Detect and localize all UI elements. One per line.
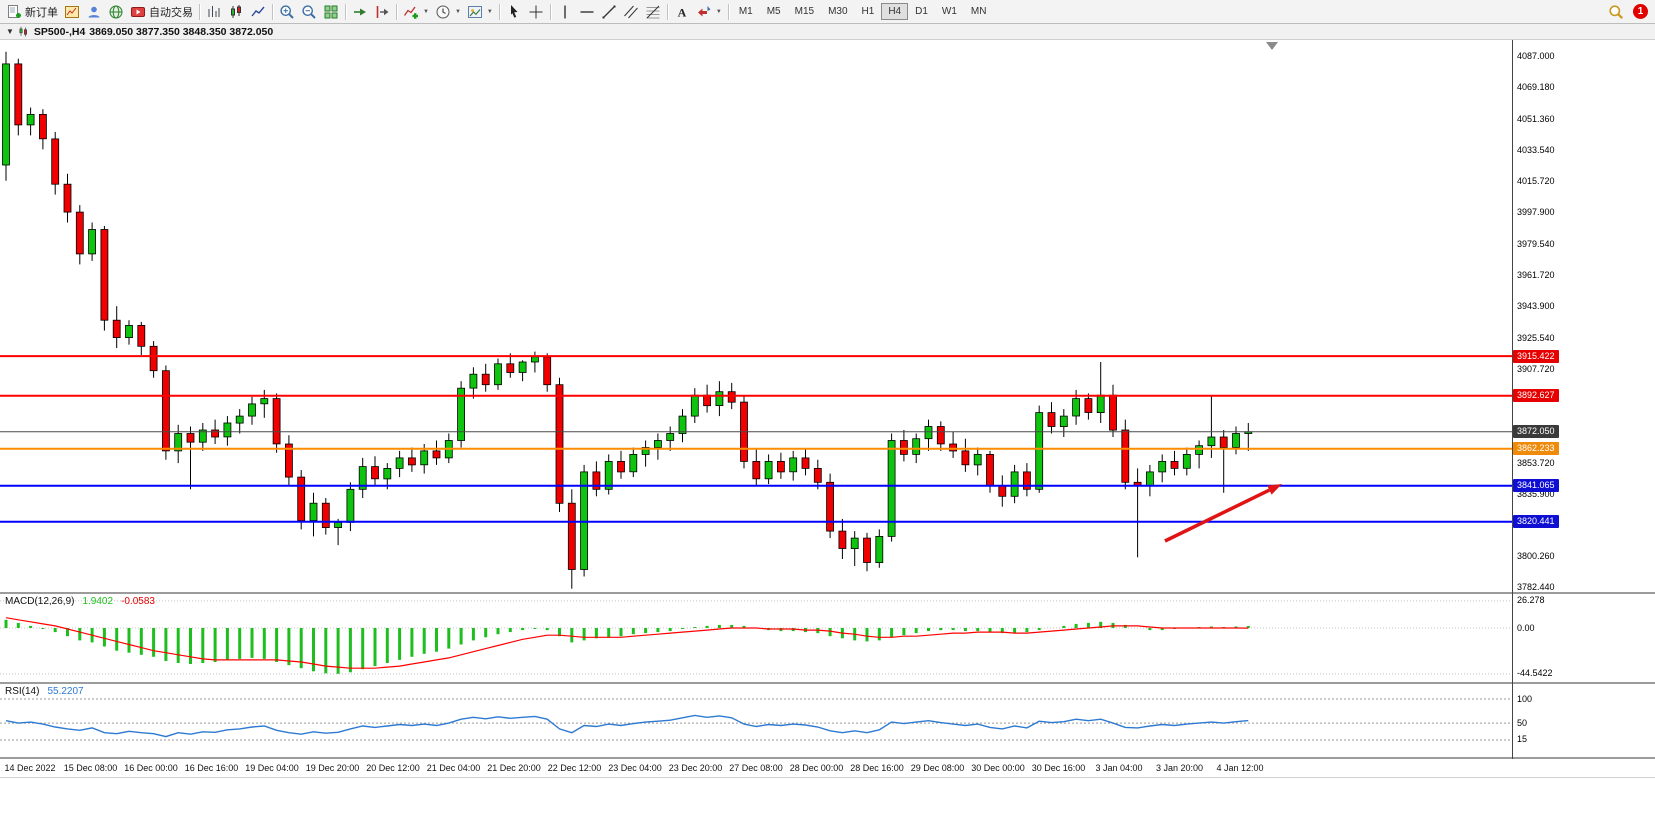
horizontal-line-button[interactable] — [576, 1, 598, 23]
cursor-button[interactable] — [503, 1, 525, 23]
template-icon — [467, 4, 483, 20]
periods-button[interactable]: ▼ — [432, 1, 464, 23]
globe-icon — [108, 4, 124, 20]
timeframe-h4[interactable]: H4 — [881, 3, 909, 20]
new-order-button[interactable]: 新订单 — [3, 1, 61, 23]
timeframe-m5[interactable]: M5 — [766, 6, 781, 17]
collapse-icon[interactable]: ▼ — [6, 27, 14, 36]
toolbar-separator — [345, 3, 346, 20]
zoom-in-button[interactable] — [276, 1, 298, 23]
crosshair-icon — [528, 4, 544, 20]
arrows-button[interactable]: ▼ — [693, 1, 725, 23]
autoscroll-icon — [352, 4, 368, 20]
linechart-icon — [250, 4, 266, 20]
panel-separator[interactable] — [0, 757, 1655, 759]
macd-main-value: 1.9402 — [82, 596, 114, 607]
timeframe-d1[interactable]: D1 — [915, 6, 928, 17]
rsi-panel — [0, 698, 1512, 741]
chart-title-symbol: SP500-,H4 — [33, 25, 86, 38]
autotrading-button-label: 自动交易 — [149, 6, 193, 19]
search-icon — [1608, 4, 1624, 20]
macd-name: MACD(12,26,9) — [5, 596, 75, 607]
dropdown-arrow-icon: ▼ — [454, 8, 461, 15]
channel-button[interactable] — [620, 1, 642, 23]
rsi-name: RSI(14) — [5, 686, 40, 697]
clock-icon — [435, 4, 451, 20]
toolbar-separator — [498, 3, 500, 20]
dropdown-arrow-icon: ▼ — [715, 8, 722, 15]
toolbar-separator — [727, 3, 729, 20]
main-toolbar: 新订单 自动交易 ▼ ▼ ▼ A ▼ M1 M5 M15 M30 H1 H4 D1 W1 MN 1 — [0, 0, 1655, 24]
line-chart-button[interactable] — [247, 1, 269, 23]
hline-icon — [579, 4, 595, 20]
profiles-button[interactable] — [83, 1, 105, 23]
macd-signal-value: -0.0583 — [121, 596, 155, 607]
timeframe-m30[interactable]: M30 — [828, 6, 848, 17]
fibo-icon — [645, 4, 661, 20]
zoomout-icon — [301, 4, 317, 20]
arrows-icon — [696, 4, 712, 20]
timeframe-h1[interactable]: H1 — [861, 6, 875, 17]
market-watch-button[interactable] — [105, 1, 127, 23]
indicators-button[interactable]: ▼ — [400, 1, 432, 23]
auto-scroll-button[interactable] — [349, 1, 371, 23]
tile-windows-button[interactable] — [320, 1, 342, 23]
zoomin-icon — [279, 4, 295, 20]
autotrading-button[interactable]: 自动交易 — [127, 1, 196, 23]
bar-chart-button[interactable] — [203, 1, 225, 23]
templates-button[interactable]: ▼ — [464, 1, 496, 23]
timeframe-m15[interactable]: M15 — [794, 6, 815, 17]
vertical-line-button[interactable] — [554, 1, 576, 23]
candlestick-chart-button[interactable] — [225, 1, 247, 23]
dropdown-arrow-icon: ▼ — [486, 8, 493, 15]
chart-shift-button[interactable] — [371, 1, 393, 23]
panel-separator[interactable] — [0, 592, 1655, 594]
search-button[interactable] — [1605, 1, 1627, 23]
toolbar-separator — [272, 3, 273, 20]
fibonacci-button[interactable] — [642, 1, 664, 23]
toolbar-separator — [396, 3, 397, 20]
candles-icon — [228, 4, 244, 20]
autotrade-icon — [130, 4, 146, 20]
rsi-label-row: RSI(14) 55.2207 — [5, 686, 84, 697]
dropdown-arrow-icon: ▼ — [423, 8, 429, 15]
channel-icon — [623, 4, 639, 20]
new-chart-button[interactable] — [61, 1, 83, 23]
chart-window-title: ▼ SP500-,H4 3869.050 3877.350 3848.350 3… — [0, 24, 1655, 40]
macd-label-row: MACD(12,26,9) 1.9402 -0.0583 — [5, 596, 155, 607]
profile-icon — [86, 4, 102, 20]
bars-icon — [206, 4, 222, 20]
cursor-icon — [506, 4, 522, 20]
notification-badge[interactable]: 1 — [1633, 4, 1648, 19]
timeframe-w1[interactable]: W1 — [941, 6, 957, 17]
trendline-icon — [601, 4, 617, 20]
toolbar-separator — [666, 3, 668, 20]
svg-text:A: A — [678, 5, 687, 19]
toolbar-separator — [549, 3, 551, 20]
mini-candle-icon — [18, 26, 30, 38]
rsi-value: 55.2207 — [47, 686, 84, 697]
shift-icon — [374, 4, 390, 20]
timeframe-m1[interactable]: M1 — [738, 6, 753, 17]
trendline-button[interactable] — [598, 1, 620, 23]
toolbar-separator — [199, 3, 200, 20]
indicators-icon — [403, 4, 419, 20]
shift-marker-icon — [1266, 42, 1278, 50]
chartnew-icon — [64, 4, 80, 20]
crosshair-button[interactable] — [525, 1, 547, 23]
candles — [2, 51, 1253, 589]
textA-icon: A — [674, 4, 690, 20]
chart-title-ohlc: 3869.050 3877.350 3848.350 3872.050 — [89, 25, 274, 38]
tile-icon — [323, 4, 339, 20]
new-order-button-label: 新订单 — [25, 6, 58, 19]
doc-icon — [6, 4, 22, 20]
zoom-out-button[interactable] — [298, 1, 320, 23]
timeframe-mn[interactable]: MN — [970, 6, 987, 17]
macd-panel — [0, 600, 1512, 675]
vline-icon — [557, 4, 573, 20]
text-button[interactable]: A — [671, 1, 693, 23]
arrow-annotation[interactable] — [1164, 484, 1282, 543]
panel-separator[interactable] — [0, 682, 1655, 684]
